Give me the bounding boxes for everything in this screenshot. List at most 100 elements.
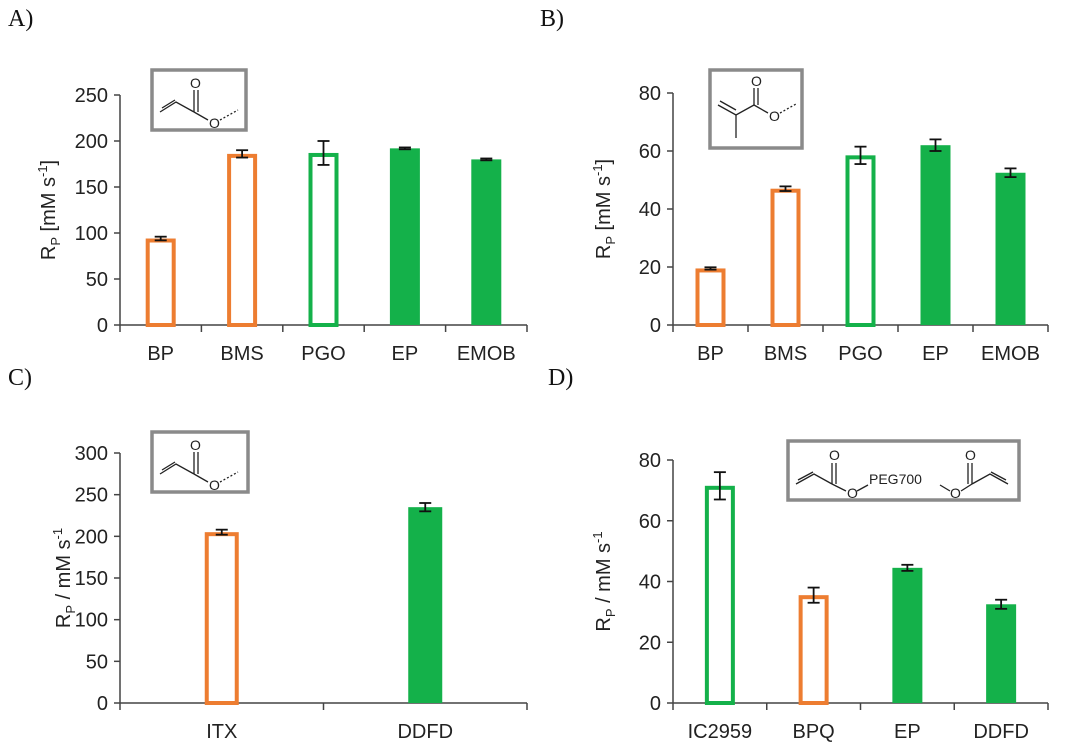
category-label: IC2959: [688, 721, 753, 743]
y-tick-label: 60: [639, 141, 661, 163]
bar-pgo: [308, 152, 339, 327]
panel-label: D): [548, 365, 573, 391]
peg-link-left: [856, 484, 869, 492]
oxygen-ester-label: O: [209, 115, 220, 131]
y-axis-title: RP / mM s-1: [50, 528, 78, 628]
double-bond-cc: [161, 461, 176, 471]
y-tick-label: 20: [639, 257, 661, 279]
category-label: BP: [147, 343, 174, 365]
y-tick-label: 80: [639, 83, 661, 105]
oxygen-top-label: O: [190, 437, 201, 453]
dashed-bond: [779, 103, 797, 114]
bar-bms: [227, 153, 258, 327]
y-tick-label: 0: [650, 693, 661, 715]
molecule-inset: OO: [708, 68, 804, 150]
category-label: ITX: [206, 721, 237, 743]
y-tick-label: 300: [75, 443, 108, 465]
category-label: DDFD: [973, 721, 1029, 743]
y-tick-label: 0: [650, 315, 661, 337]
y-tick-label: 150: [75, 177, 108, 199]
bar-ep: [892, 567, 923, 703]
bar-bpq: [798, 595, 829, 706]
category-label: PGO: [838, 343, 882, 365]
bar-emob: [471, 159, 502, 325]
y-tick-label: 20: [639, 632, 661, 654]
double-bond-cc: [161, 99, 176, 109]
bar-bms: [770, 188, 801, 327]
left-oxygen-ester: O: [847, 485, 858, 501]
ester-bond: [193, 111, 209, 121]
inset-frame: [150, 430, 250, 494]
inset-frame: [150, 68, 248, 132]
inset-frame: [786, 439, 1021, 502]
left-bond-skeleton: [795, 473, 833, 485]
panel-label: B): [540, 6, 564, 32]
double-bond-cc: [719, 100, 737, 111]
left-oxygen-top: O: [829, 447, 840, 463]
bar-ep: [920, 145, 951, 325]
category-label: EP: [392, 343, 419, 365]
y-axis-title: RP [mM s-1]: [35, 160, 63, 260]
y-tick-label: 200: [75, 526, 108, 548]
y-tick-label: 0: [97, 693, 108, 715]
oxygen-ester-label: O: [769, 108, 780, 124]
right-oxygen-top: O: [965, 447, 976, 463]
y-tick-label: 80: [639, 450, 661, 472]
bar-ep: [389, 148, 420, 325]
y-tick-label: 100: [75, 223, 108, 245]
y-tick-label: 100: [75, 610, 108, 632]
category-label: PGO: [301, 343, 345, 365]
bar-emob: [995, 172, 1026, 325]
bar-ddfd: [408, 507, 443, 703]
y-axis-title: RP / mM s-1: [590, 531, 618, 631]
panel-label: C): [8, 365, 32, 391]
oxygen-ester-label: O: [209, 477, 220, 493]
bar-bp: [695, 268, 726, 328]
right-oxygen-ester: O: [950, 485, 961, 501]
category-label: EMOB: [457, 343, 516, 365]
y-tick-label: 250: [75, 485, 108, 507]
bar-bp: [145, 238, 176, 328]
molecule-inset: O O PEG700 O O: [786, 439, 1021, 502]
oxygen-top-label: O: [190, 75, 201, 91]
right-ester-bond: [960, 483, 973, 492]
category-label: EP: [894, 721, 921, 743]
right-double-bond: [990, 471, 1007, 481]
y-tick-label: 150: [75, 568, 108, 590]
category-label: EP: [922, 343, 949, 365]
y-tick-label: 200: [75, 131, 108, 153]
bond-skeleton: [159, 463, 195, 475]
left-ester-bond: [831, 483, 847, 492]
oxygen-top-label: O: [751, 73, 762, 89]
dashed-bond: [219, 109, 239, 121]
molecule-inset: OO: [150, 430, 250, 494]
category-label: BMS: [220, 343, 263, 365]
y-tick-label: 50: [86, 651, 108, 673]
category-label: DDFD: [397, 721, 453, 743]
y-axis-title: RP [mM s-1]: [590, 159, 618, 259]
ester-bond: [753, 104, 769, 114]
dashed-bond: [219, 471, 239, 483]
bond-skeleton: [159, 101, 195, 113]
chart-panel-a: A) 0 50 100 150 200 250 BP BMS PGO EP EMOB RP [mM s-…: [8, 6, 528, 365]
left-double-bond: [797, 471, 814, 481]
y-tick-label: 0: [97, 315, 108, 337]
peg-link-right: [939, 484, 951, 492]
bar-ddfd: [986, 604, 1017, 703]
category-label: BP: [697, 343, 724, 365]
category-label: BPQ: [793, 721, 835, 743]
category-label: EMOB: [981, 343, 1040, 365]
bar-itx: [204, 532, 239, 706]
y-tick-label: 60: [639, 511, 661, 533]
category-label: BMS: [764, 343, 807, 365]
peg-label: PEG700: [869, 471, 922, 487]
y-tick-label: 40: [639, 199, 661, 221]
y-tick-label: 40: [639, 572, 661, 594]
y-tick-label: 50: [86, 269, 108, 291]
ester-bond: [193, 473, 209, 483]
bar-ic2959: [704, 485, 735, 705]
